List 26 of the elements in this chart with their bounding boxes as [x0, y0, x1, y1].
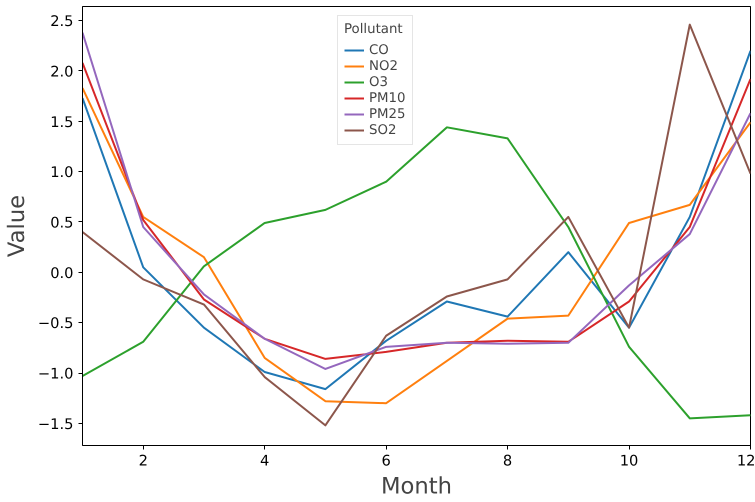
- y-tick-label: 0.5: [50, 214, 74, 232]
- y-tick-label: 2.5: [50, 13, 74, 30]
- y-tick-label: 1.0: [50, 164, 74, 182]
- x-axis-title: Month: [380, 474, 452, 500]
- y-tick-label: 1.5: [50, 114, 74, 131]
- x-tick-label: 4: [260, 452, 270, 470]
- line-series: [82, 126, 750, 420]
- y-tick-label: 0.0: [50, 264, 74, 282]
- x-tick-label: 2: [138, 452, 148, 470]
- y-tick-label: 2.0: [50, 63, 74, 80]
- legend-title: Pollutant: [344, 22, 404, 37]
- x-tick-label: 8: [502, 452, 512, 470]
- y-tick-label: −1.0: [38, 366, 74, 383]
- legend-label: NO2: [369, 58, 398, 74]
- x-tick-label: 6: [381, 452, 391, 470]
- x-tick-label: 10: [620, 452, 638, 470]
- legend-label: CO: [369, 42, 389, 58]
- y-tick-label: −1.5: [38, 416, 74, 433]
- y-axis-title: Value: [4, 194, 30, 258]
- line-series: [82, 24, 750, 426]
- y-tick-label: −0.5: [38, 315, 74, 332]
- legend-label: PM10: [369, 90, 406, 106]
- legend-label: O3: [369, 74, 389, 90]
- legend-label: PM25: [369, 106, 406, 122]
- x-tick-label: 12: [736, 452, 755, 470]
- legend-label: SO2: [369, 122, 396, 138]
